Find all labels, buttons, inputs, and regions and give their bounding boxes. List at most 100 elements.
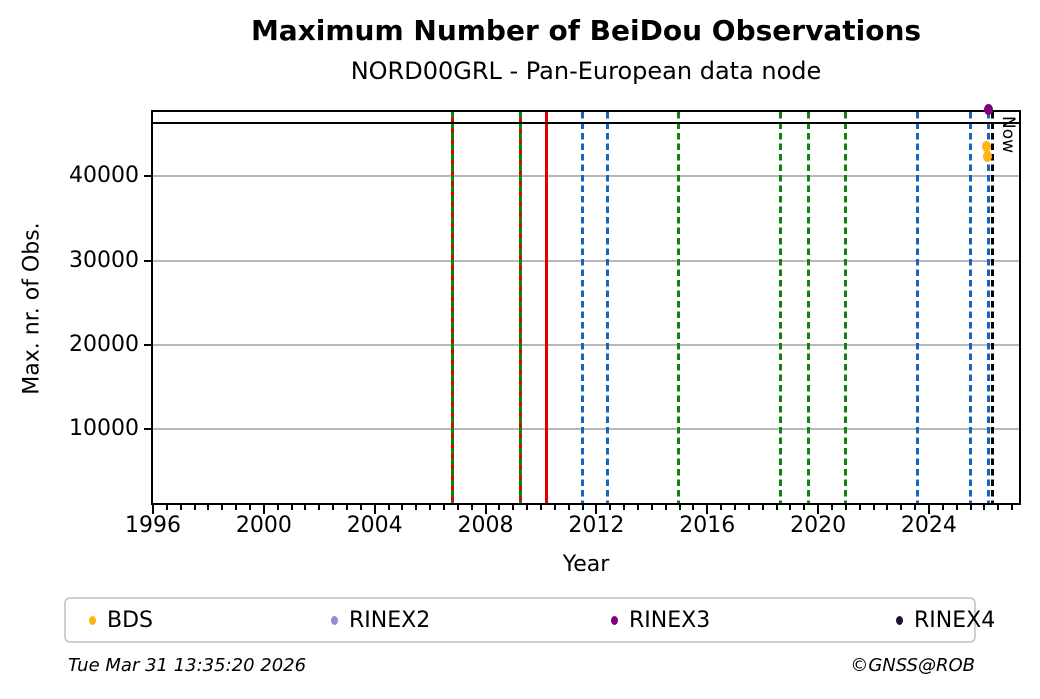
x-minor-tick bbox=[886, 505, 889, 510]
event-line bbox=[806, 112, 810, 503]
event-line bbox=[969, 112, 972, 503]
x-minor-tick bbox=[512, 505, 515, 510]
x-minor-tick bbox=[526, 505, 529, 510]
y-tick-label: 10000 bbox=[69, 416, 139, 442]
x-minor-tick bbox=[1011, 505, 1014, 510]
x-minor-tick bbox=[498, 505, 501, 510]
x-minor-tick bbox=[636, 505, 639, 510]
legend-box: BDS RINEX2 RINEX3 RINEX4 bbox=[64, 597, 995, 643]
data-point-bds bbox=[982, 140, 992, 152]
grid-line bbox=[153, 175, 1019, 178]
x-minor-tick bbox=[332, 505, 335, 510]
x-minor-tick bbox=[207, 505, 210, 510]
plot-area bbox=[151, 103, 1021, 505]
legend-item-rinex3: RINEX3 bbox=[611, 599, 710, 641]
x-minor-tick bbox=[858, 505, 861, 510]
x-tick-label: 2020 bbox=[790, 513, 847, 538]
x-minor-tick bbox=[830, 505, 833, 510]
legend-marker bbox=[896, 615, 903, 625]
x-minor-tick bbox=[733, 505, 736, 510]
x-minor-tick bbox=[900, 505, 903, 510]
x-minor-tick bbox=[290, 505, 293, 510]
max-obs-line bbox=[153, 122, 1019, 125]
x-minor-tick bbox=[747, 505, 750, 510]
x-minor-tick bbox=[581, 505, 584, 510]
x-minor-tick bbox=[539, 505, 542, 510]
x-minor-tick bbox=[304, 505, 307, 510]
x-minor-tick bbox=[775, 505, 778, 510]
event-line bbox=[916, 112, 920, 503]
x-major-tick bbox=[373, 505, 376, 514]
event-line bbox=[779, 112, 783, 503]
x-major-tick bbox=[927, 505, 930, 514]
x-minor-tick bbox=[318, 505, 321, 510]
legend-label: RINEX2 bbox=[349, 607, 431, 633]
credit-text: ©GNSS@ROB bbox=[850, 655, 975, 676]
event-line bbox=[987, 112, 991, 503]
x-minor-tick bbox=[248, 505, 251, 510]
data-point-bds bbox=[983, 150, 993, 162]
x-minor-tick bbox=[609, 505, 612, 510]
x-minor-tick bbox=[221, 505, 224, 510]
x-major-tick bbox=[817, 505, 820, 514]
x-major-tick bbox=[706, 505, 709, 514]
now-line bbox=[991, 112, 995, 503]
x-tick-label: 2016 bbox=[679, 513, 736, 538]
event-line bbox=[605, 112, 609, 503]
event-line bbox=[545, 112, 548, 503]
timestamp-text: Tue Mar 31 13:35:20 2026 bbox=[68, 655, 307, 676]
y-axis-label: Max. nr. of Obs. bbox=[19, 222, 45, 395]
x-minor-tick bbox=[387, 505, 390, 510]
y-tick-label: 20000 bbox=[69, 331, 139, 357]
x-minor-tick bbox=[664, 505, 667, 510]
x-minor-tick bbox=[442, 505, 445, 510]
x-tick-label: 1996 bbox=[125, 513, 181, 538]
x-minor-tick bbox=[401, 505, 404, 510]
x-minor-tick bbox=[345, 505, 348, 510]
x-minor-tick bbox=[914, 505, 917, 510]
legend-label: BDS bbox=[107, 607, 153, 633]
y-tick-label: 40000 bbox=[69, 163, 139, 189]
x-minor-tick bbox=[692, 505, 695, 510]
x-axis-label: Year bbox=[562, 552, 610, 577]
grid-line bbox=[153, 343, 1019, 346]
x-minor-tick bbox=[983, 505, 986, 510]
grid-line bbox=[153, 259, 1019, 262]
x-minor-tick bbox=[941, 505, 944, 510]
x-tick-label: 2000 bbox=[235, 513, 292, 538]
chart-subtitle: NORD00GRL - Pan-European data node bbox=[350, 57, 822, 85]
x-minor-tick bbox=[761, 505, 764, 510]
legend-item-rinex4: RINEX4 bbox=[896, 599, 995, 641]
x-major-tick bbox=[595, 505, 598, 514]
x-minor-tick bbox=[678, 505, 681, 510]
x-tick-label: 2024 bbox=[900, 513, 957, 538]
y-tick-label: 30000 bbox=[69, 247, 139, 273]
y-tick bbox=[144, 175, 151, 178]
legend-item-bds: BDS bbox=[89, 599, 153, 641]
x-minor-tick bbox=[456, 505, 459, 510]
grid-line bbox=[153, 428, 1019, 431]
x-minor-tick bbox=[623, 505, 626, 510]
data-point-rinex3 bbox=[984, 103, 994, 115]
legend-marker bbox=[331, 615, 338, 625]
legend-label: RINEX4 bbox=[914, 607, 996, 633]
x-minor-tick bbox=[359, 505, 362, 510]
x-minor-tick bbox=[179, 505, 182, 510]
x-minor-tick bbox=[276, 505, 279, 510]
x-minor-tick bbox=[872, 505, 875, 510]
y-tick bbox=[144, 343, 151, 346]
x-minor-tick bbox=[193, 505, 196, 510]
x-minor-tick bbox=[165, 505, 168, 510]
event-line bbox=[581, 112, 585, 503]
x-tick-label: 2004 bbox=[346, 513, 403, 538]
x-major-tick bbox=[484, 505, 487, 514]
x-minor-tick bbox=[997, 505, 1000, 510]
now-line-label: Now bbox=[997, 116, 1018, 154]
legend-item-rinex2: RINEX2 bbox=[331, 599, 430, 641]
legend-label: RINEX3 bbox=[629, 607, 711, 633]
x-minor-tick bbox=[969, 505, 972, 510]
event-line bbox=[450, 112, 454, 503]
x-minor-tick bbox=[789, 505, 792, 510]
y-tick bbox=[144, 428, 151, 431]
x-minor-tick bbox=[235, 505, 238, 510]
